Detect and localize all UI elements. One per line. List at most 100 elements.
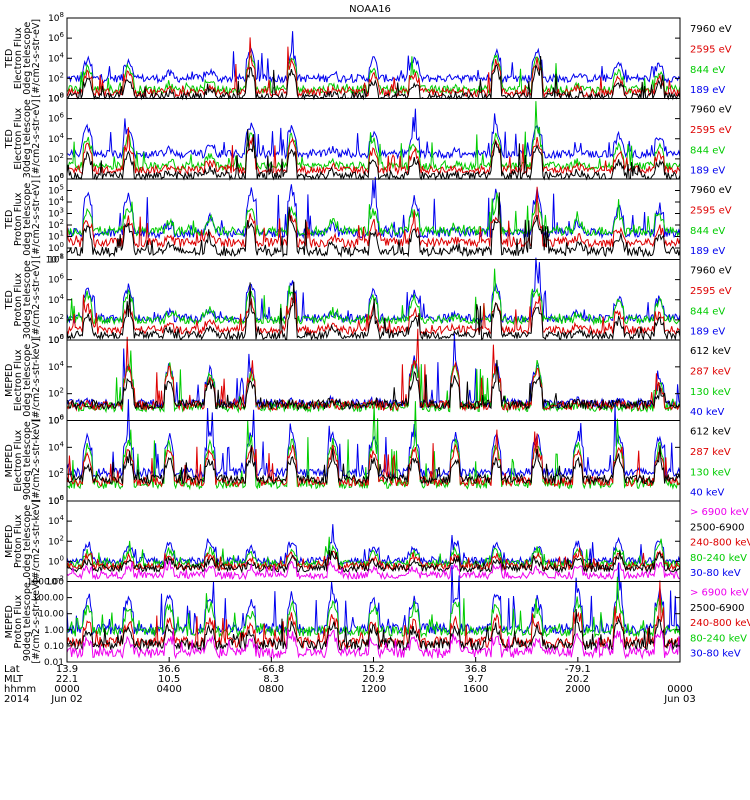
y-tick-label: 10-2 bbox=[46, 575, 64, 588]
x-axis-row-label: Lat bbox=[4, 664, 20, 675]
series-line-30-80-kev bbox=[66, 562, 681, 636]
y-tick-label: 10-1 bbox=[46, 253, 64, 266]
legend-label: 844 eV bbox=[690, 145, 725, 156]
legend-label: > 6900 keV bbox=[690, 588, 749, 599]
y-tick-label: 106 bbox=[48, 333, 64, 346]
panel-7: 10-2 100 102 104 106 MEPEDProton Flux0deg tel… bbox=[4, 494, 750, 588]
y-tick-label: 105 bbox=[48, 184, 64, 197]
y-tick-label: 100 bbox=[48, 494, 64, 507]
y-tick-label: 106 bbox=[48, 273, 64, 286]
panel-frame bbox=[66, 581, 681, 663]
legend-label: 189 eV bbox=[690, 327, 725, 338]
legend-label: 80-240 keV bbox=[690, 553, 747, 564]
x-tick-label: 22.1 bbox=[56, 674, 78, 685]
series-line-2500-6900 bbox=[66, 608, 681, 652]
x-tick-label: 20.9 bbox=[362, 674, 384, 685]
series-line-40-kev bbox=[66, 399, 681, 479]
panel-2: 100 102 104 106 108 TEDElectron Flux30deg tel… bbox=[4, 92, 732, 186]
x-tick-label: 36.8 bbox=[465, 664, 487, 675]
legend-label: 7960 eV bbox=[690, 24, 732, 35]
y-tick-label: 108 bbox=[48, 253, 64, 266]
series-line-7960-ev bbox=[66, 281, 681, 341]
series-line--6900-kev bbox=[66, 559, 680, 581]
y-tick-label: 106 bbox=[48, 31, 64, 44]
series-line-240-800-kev bbox=[66, 580, 681, 650]
legend-label: 240-800 keV bbox=[690, 538, 750, 549]
y-tick-label: 100.00 bbox=[33, 594, 65, 604]
y-axis-label: TEDElectron Flux0deg telescope[#/cm2-s-s… bbox=[4, 19, 42, 98]
x-tick-label: 10.5 bbox=[158, 674, 180, 685]
y-tick-label: 104 bbox=[48, 293, 64, 306]
x-tick-label: 0400 bbox=[156, 684, 181, 695]
y-tick-label: 100 bbox=[48, 92, 64, 105]
legend-label: 2500-6900 bbox=[690, 522, 745, 533]
x-tick-label: 1200 bbox=[361, 684, 386, 695]
series-line-287-kev bbox=[66, 328, 681, 412]
series-line-240-800-kev bbox=[66, 547, 681, 572]
y-tick-label: 106 bbox=[48, 494, 64, 507]
x-tick-label: 8.3 bbox=[263, 674, 279, 685]
x-tick-label: 1600 bbox=[463, 684, 488, 695]
x-tick-label: Jun 03 bbox=[663, 694, 696, 705]
legend-label: 844 eV bbox=[690, 306, 725, 317]
legend-label: 40 keV bbox=[690, 407, 724, 418]
y-axis-label: MEPEDElectron Flux90deg telescope[#/cm2-… bbox=[4, 419, 42, 503]
x-tick-label: 0000 bbox=[667, 684, 692, 695]
panel-1: 100 102 104 106 108 TEDElectron Flux0deg tele… bbox=[4, 11, 732, 105]
legend-label: 612 keV bbox=[690, 427, 731, 438]
series-line-612-kev bbox=[66, 445, 681, 486]
legend-label: 80-240 keV bbox=[690, 633, 747, 644]
x-tick-label: 0000 bbox=[54, 684, 79, 695]
series-line-2595-ev bbox=[66, 37, 681, 99]
legend-label: 2595 eV bbox=[690, 286, 732, 297]
x-tick-label: 36.6 bbox=[158, 664, 180, 675]
y-tick-label: 102 bbox=[48, 467, 64, 480]
y-tick-label: 102 bbox=[48, 313, 64, 326]
legend-label: 240-800 keV bbox=[690, 618, 750, 629]
panel-6: 100 102 104 106 MEPEDElectron Flux90deg tele… bbox=[4, 399, 731, 507]
series-line-30-80-kev bbox=[66, 524, 681, 567]
panel-5: 100 102 104 106 MEPEDElectron Flux0deg teles… bbox=[4, 328, 731, 427]
series-line--6900-kev bbox=[66, 628, 681, 660]
series-line-844-ev bbox=[66, 101, 681, 172]
y-tick-label: 102 bbox=[48, 218, 64, 231]
legend-label: 7960 eV bbox=[690, 266, 732, 277]
y-tick-label: 104 bbox=[48, 514, 64, 527]
series-line-2595-ev bbox=[66, 186, 681, 249]
legend-label: 189 eV bbox=[690, 166, 725, 177]
panel-4: 100 102 104 106 108 TEDProton Flux30deg teles… bbox=[4, 253, 732, 347]
y-tick-label: 101 bbox=[48, 230, 64, 243]
y-axis-label: TEDElectron Flux30deg telescope[#/cm2-s-… bbox=[4, 99, 42, 178]
series-line-287-kev bbox=[66, 429, 681, 488]
series-line-844-ev bbox=[66, 53, 681, 96]
legend-label: 189 eV bbox=[690, 246, 725, 257]
legend-label: 844 eV bbox=[690, 65, 725, 76]
series-line-80-240-kev bbox=[66, 576, 681, 639]
legend-label: 30-80 keV bbox=[690, 568, 741, 579]
y-tick-label: 1.00 bbox=[44, 626, 64, 636]
series-line-80-240-kev bbox=[66, 536, 681, 569]
y-tick-label: 106 bbox=[48, 414, 64, 427]
series-line-130-kev bbox=[66, 401, 681, 491]
x-tick-label: 2000 bbox=[565, 684, 590, 695]
legend-label: 844 eV bbox=[690, 226, 725, 237]
y-tick-label: 102 bbox=[48, 71, 64, 84]
y-tick-label: 104 bbox=[48, 51, 64, 64]
legend-label: 2595 eV bbox=[690, 125, 732, 136]
y-tick-label: 103 bbox=[48, 207, 64, 220]
x-tick-label: 13.9 bbox=[56, 664, 78, 675]
x-axis-row-label: 2014 bbox=[4, 694, 29, 705]
series-line-189-ev bbox=[66, 176, 681, 240]
x-tick-label: 9.7 bbox=[468, 674, 484, 685]
series-line-7960-ev bbox=[66, 129, 681, 181]
x-tick-label: Jun 02 bbox=[50, 694, 83, 705]
legend-label: 287 keV bbox=[690, 447, 731, 458]
y-tick-label: 102 bbox=[48, 534, 64, 547]
x-tick-label: 20.2 bbox=[567, 674, 589, 685]
y-axis-label: MEPEDProton Flux90deg telescope[#/cm2-s-… bbox=[4, 580, 42, 664]
series-line-7960-ev bbox=[66, 192, 681, 258]
series-line-844-ev bbox=[66, 268, 681, 326]
legend-label: 612 keV bbox=[690, 346, 731, 357]
